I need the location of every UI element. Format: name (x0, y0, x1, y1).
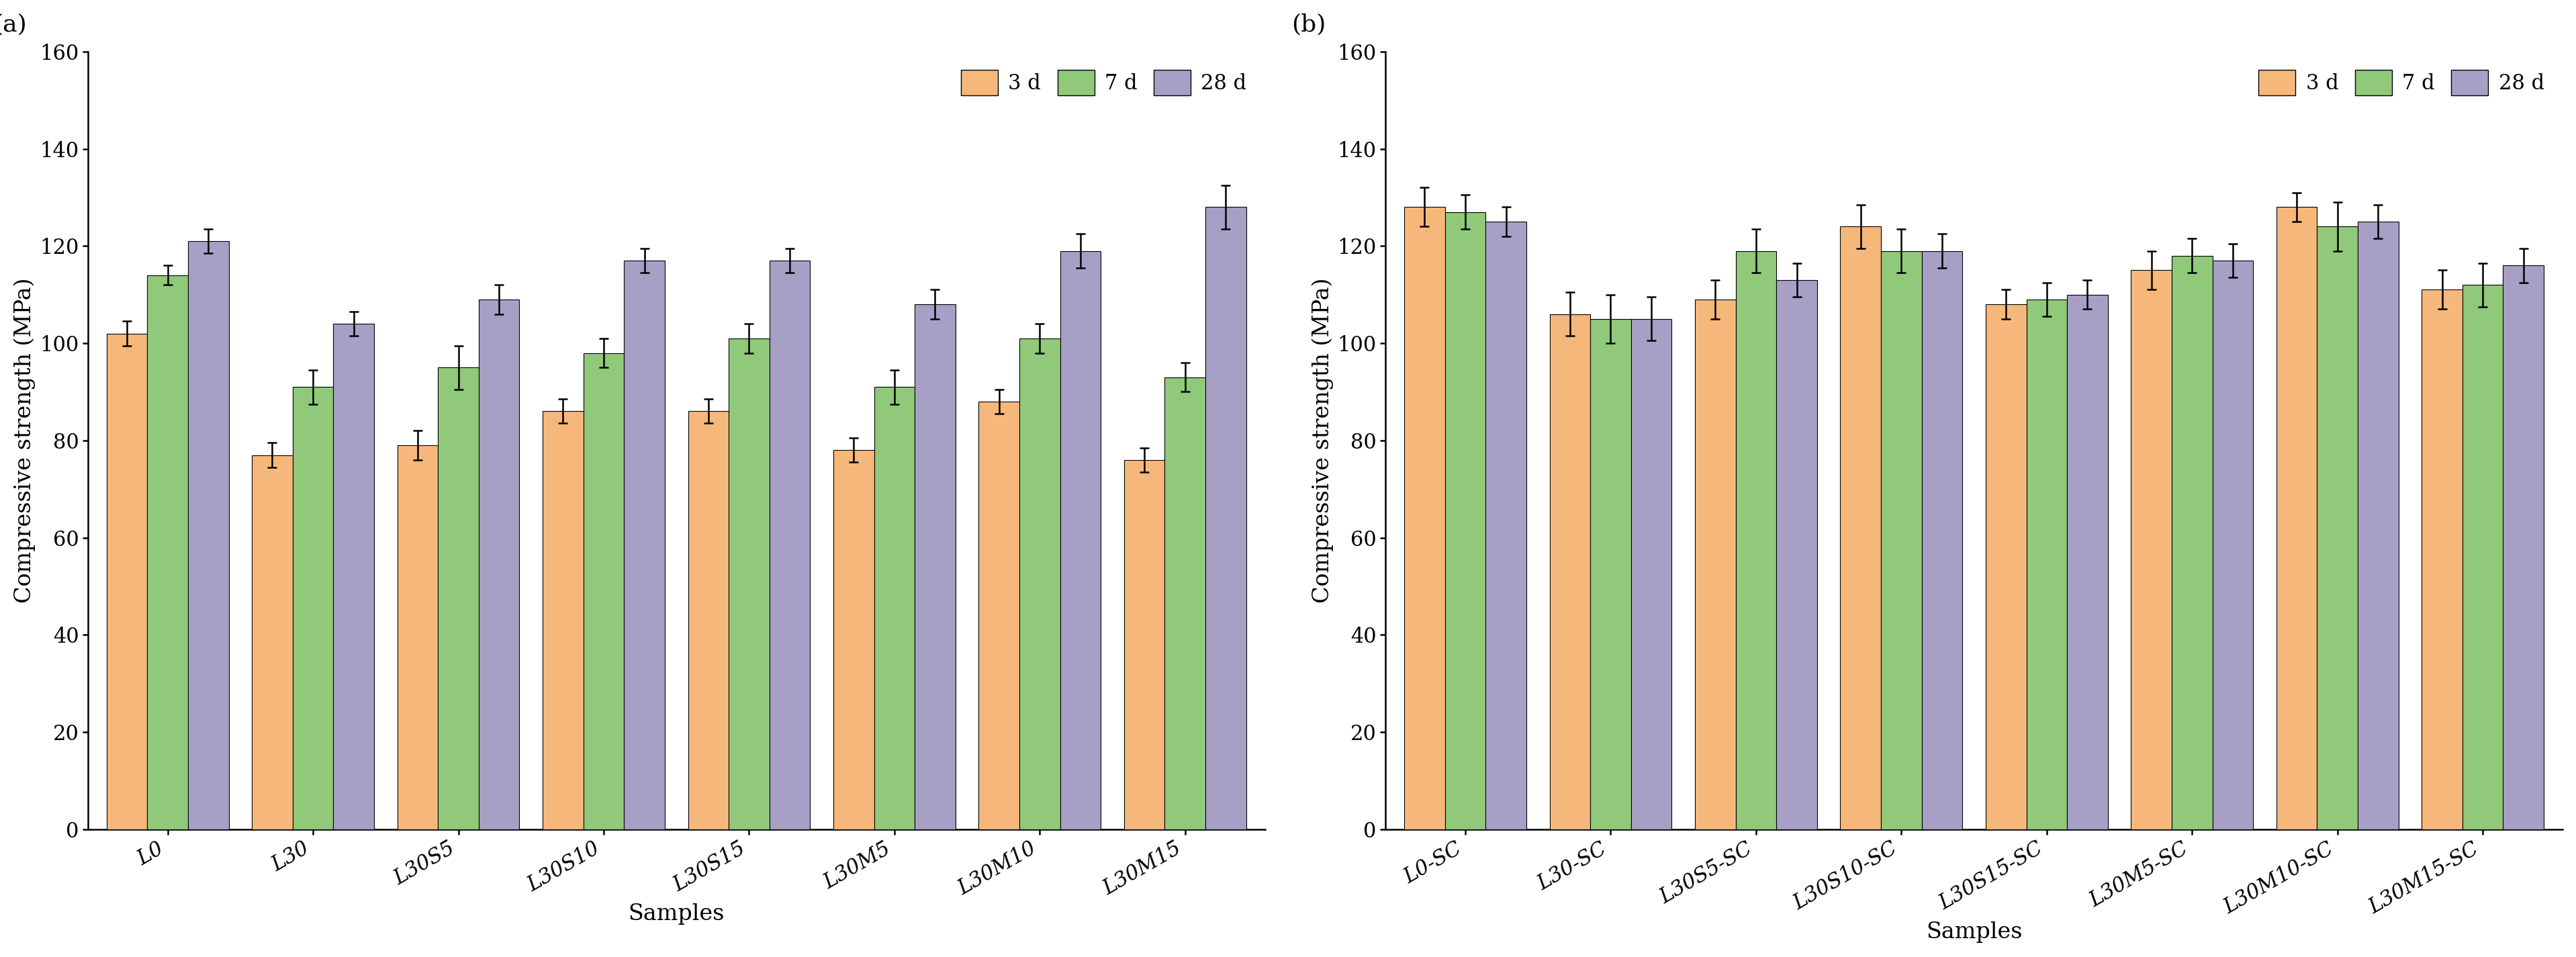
Bar (979, 402, 1020, 830)
Bar (1589, 319, 1631, 830)
Bar (1986, 304, 2025, 830)
Bar (479, 300, 520, 830)
Bar (688, 412, 729, 830)
X-axis label: Samples: Samples (1924, 922, 2022, 943)
Bar (2025, 300, 2066, 830)
Bar (914, 304, 956, 830)
Bar (2463, 285, 2501, 830)
Bar (2275, 207, 2316, 830)
Bar (332, 323, 374, 830)
Bar (1123, 460, 1164, 830)
Bar (397, 445, 438, 830)
Bar (770, 260, 809, 830)
Text: (a): (a) (0, 13, 26, 36)
Bar (1059, 251, 1100, 830)
Bar (1486, 222, 1525, 830)
Bar (2130, 270, 2172, 830)
Bar (2421, 290, 2463, 830)
Bar (544, 412, 582, 830)
Bar (2066, 295, 2107, 830)
Bar (1445, 211, 1486, 830)
Bar (2213, 260, 2251, 830)
Bar (729, 339, 770, 830)
Text: (b): (b) (1291, 13, 1324, 36)
Bar (188, 241, 229, 830)
Bar (1880, 251, 1922, 830)
Bar (1404, 207, 1445, 830)
Legend: 3 d, 7 d, 28 d: 3 d, 7 d, 28 d (2249, 62, 2553, 103)
Bar (1164, 377, 1206, 830)
Y-axis label: Compressive strength (MPa): Compressive strength (MPa) (13, 278, 36, 603)
X-axis label: Samples: Samples (629, 903, 724, 924)
Bar (623, 260, 665, 830)
Bar (1020, 339, 1059, 830)
Bar (252, 455, 294, 830)
Bar (1206, 207, 1247, 830)
Bar (873, 387, 914, 830)
Bar (106, 333, 147, 830)
Bar (1922, 251, 1963, 830)
Bar (147, 276, 188, 830)
Bar (1548, 314, 1589, 830)
Bar (2316, 227, 2357, 830)
Bar (1631, 319, 1672, 830)
Y-axis label: Compressive strength (MPa): Compressive strength (MPa) (1311, 278, 1334, 603)
Bar (2357, 222, 2398, 830)
Legend: 3 d, 7 d, 28 d: 3 d, 7 d, 28 d (953, 62, 1255, 103)
Bar (1695, 300, 1736, 830)
Bar (1839, 227, 1880, 830)
Bar (2172, 256, 2213, 830)
Bar (294, 387, 332, 830)
Bar (1736, 251, 1775, 830)
Bar (438, 367, 479, 830)
Bar (832, 450, 873, 830)
Bar (582, 353, 623, 830)
Bar (2501, 265, 2543, 830)
Bar (1775, 280, 1816, 830)
